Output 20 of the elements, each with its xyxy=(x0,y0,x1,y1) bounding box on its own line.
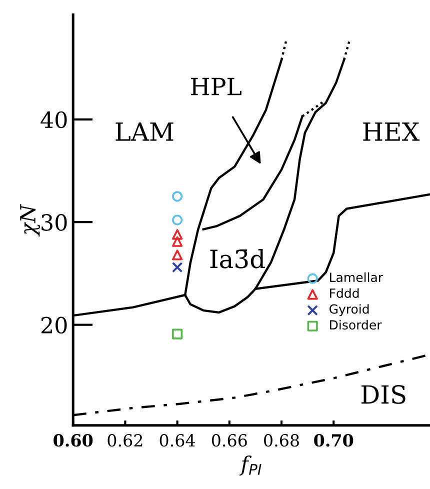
annotation: LAM xyxy=(116,122,174,141)
x-tick-label: 0.66 xyxy=(212,434,247,447)
x-tick-label: 0.60 xyxy=(54,434,93,447)
legend-label: Fddd xyxy=(330,288,359,298)
x-axis-title: f$_{PI}$ xyxy=(239,455,262,476)
x-tick-label: 0.70 xyxy=(314,434,354,447)
annotation: Ia3̄d xyxy=(210,249,265,268)
y-tick-label: 30 xyxy=(42,214,67,231)
x-tick-label: 0.62 xyxy=(108,434,142,447)
x-tick-label: 0.68 xyxy=(264,434,299,447)
y-axis-title: χN xyxy=(20,204,40,237)
legend-label: Disorder xyxy=(330,320,382,330)
legend-label: Gyroid xyxy=(330,304,369,316)
y-tick-label: 40 xyxy=(40,111,67,128)
annotation: HEX xyxy=(363,122,420,141)
annotation: HPL xyxy=(191,78,242,96)
x-tick-label: 0.64 xyxy=(160,434,196,447)
legend-label: Lamellar xyxy=(330,272,384,282)
annotation: DIS xyxy=(361,385,406,404)
y-tick-label: 20 xyxy=(41,316,67,334)
